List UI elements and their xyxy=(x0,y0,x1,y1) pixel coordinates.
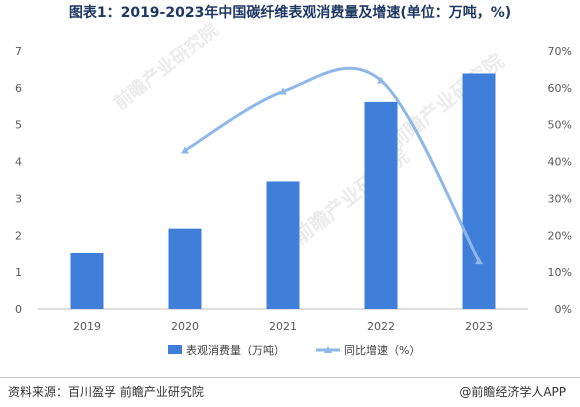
bar xyxy=(168,228,202,309)
y-right-tick-label: 70% xyxy=(548,45,572,58)
chart-title: 图表1：2019-2023年中国碳纤维表观消费量及增速(单位：万吨，%) xyxy=(68,5,512,21)
watermark-1: 前瞻产业研究院 xyxy=(110,19,223,114)
y-axis-left: 0 1 2 3 4 5 6 7 xyxy=(15,45,22,316)
y-right-tick-label: 0% xyxy=(555,303,572,316)
y-left-tick-label: 4 xyxy=(15,156,22,169)
y-left-tick-label: 7 xyxy=(15,45,22,58)
growth-point xyxy=(377,76,385,84)
y-left-tick-label: 2 xyxy=(15,229,22,242)
x-tick-label: 2022 xyxy=(367,320,395,333)
growth-point xyxy=(181,146,189,154)
y-right-tick-label: 10% xyxy=(548,266,572,279)
line-series xyxy=(181,66,483,265)
y-left-tick-label: 3 xyxy=(15,192,22,205)
legend: 表观消费量（万吨） 同比增速（%） xyxy=(168,343,420,357)
y-left-tick-label: 0 xyxy=(15,303,22,316)
x-tick-label: 2021 xyxy=(269,320,297,333)
y-left-tick-label: 1 xyxy=(15,266,22,279)
x-tick-label: 2023 xyxy=(465,320,493,333)
legend-bar-swatch xyxy=(168,345,182,354)
y-right-tick-label: 20% xyxy=(548,229,572,242)
footer-divider xyxy=(0,377,580,378)
watermarks: 前瞻产业研究院 前瞻产业研究院 前瞻产业研究院 xyxy=(110,19,509,249)
credit-note: @前瞻经济学人APP xyxy=(459,385,566,399)
legend-bar-label: 表观消费量（万吨） xyxy=(186,343,285,357)
bar xyxy=(70,252,104,309)
growth-point xyxy=(279,87,287,95)
x-tick-label: 2020 xyxy=(171,320,199,333)
y-right-tick-label: 60% xyxy=(548,82,572,95)
y-axis-right: 0% 10% 20% 30% 40% 50% 60% 70% xyxy=(548,45,572,316)
legend-line-marker xyxy=(324,346,332,353)
y-left-tick-label: 5 xyxy=(15,119,22,132)
bar xyxy=(364,101,398,309)
source-note: 资料来源：百川盈孚 前瞻产业研究院 xyxy=(8,385,204,399)
y-right-tick-label: 50% xyxy=(548,119,572,132)
y-right-tick-label: 30% xyxy=(548,192,572,205)
bar-series xyxy=(70,73,496,310)
growth-line xyxy=(183,66,481,263)
y-left-tick-label: 6 xyxy=(15,82,22,95)
legend-line-label: 同比增速（%） xyxy=(344,343,420,357)
x-tick-label: 2019 xyxy=(73,320,101,333)
bar xyxy=(462,73,496,310)
bar xyxy=(266,181,300,309)
growth-point xyxy=(475,257,483,265)
y-right-tick-label: 40% xyxy=(548,156,572,169)
x-axis: 2019 2020 2021 2022 2023 xyxy=(73,320,493,333)
